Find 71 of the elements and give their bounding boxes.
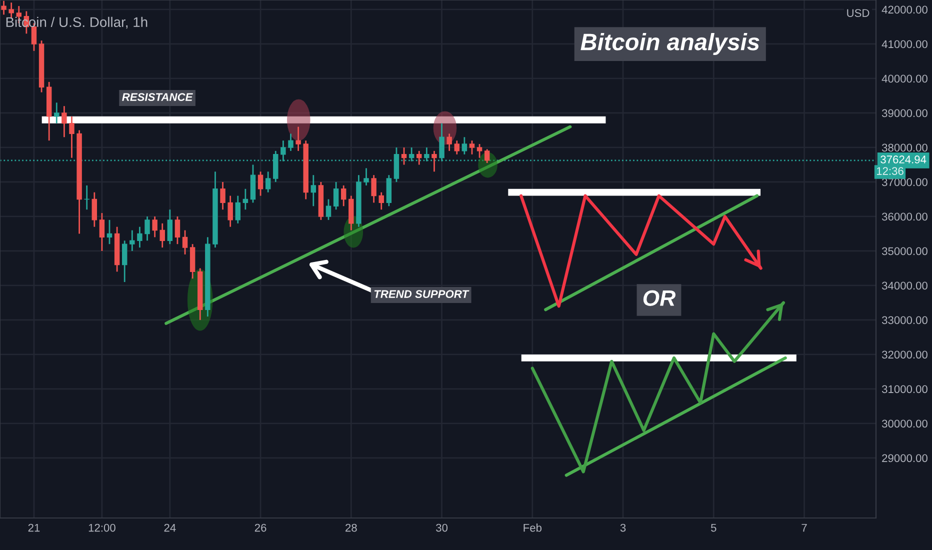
candlestick bbox=[160, 222, 165, 248]
x-tick-label: 3 bbox=[620, 524, 626, 532]
candlestick bbox=[1, 0, 6, 16]
candlestick bbox=[288, 132, 294, 152]
candlestick bbox=[242, 188, 248, 210]
annotation: RESISTANCE bbox=[122, 93, 193, 101]
candlestick bbox=[326, 198, 332, 221]
y-tick-label: 31000.00 bbox=[882, 385, 928, 394]
candlestick bbox=[469, 140, 475, 156]
candlestick bbox=[122, 240, 128, 283]
y-tick-label: 42000.00 bbox=[882, 6, 928, 14]
x-tick-label: 24 bbox=[164, 524, 176, 532]
candlestick bbox=[258, 170, 264, 196]
y-tick-label: 33000.00 bbox=[882, 316, 928, 324]
candlestick bbox=[144, 216, 150, 242]
candlestick bbox=[296, 126, 301, 152]
candlestick bbox=[99, 212, 105, 252]
candlestick bbox=[378, 192, 384, 210]
y-tick-label: 39000.00 bbox=[882, 109, 928, 118]
candlestick bbox=[371, 174, 376, 204]
candlestick bbox=[454, 140, 460, 156]
candlestick bbox=[92, 192, 98, 228]
y-tick-label: 32000.00 bbox=[882, 350, 928, 359]
y-tick-label: 41000.00 bbox=[882, 40, 928, 48]
candlestick bbox=[265, 170, 271, 194]
candlestick bbox=[69, 116, 74, 159]
y-tick-label: 38000.00 bbox=[882, 144, 928, 152]
candlestick bbox=[174, 216, 180, 245]
candlestick bbox=[364, 167, 369, 186]
x-tick-label: Feb bbox=[524, 524, 542, 532]
x-tick-label: 7 bbox=[802, 524, 807, 532]
y-tick-label: 30000.00 bbox=[882, 420, 928, 428]
ref-line-label: 37624.94 bbox=[880, 156, 926, 164]
y-tick-label: 35000.00 bbox=[882, 247, 928, 256]
y-tick-label: 40000.00 bbox=[882, 74, 928, 83]
x-tick-label: 30 bbox=[436, 524, 448, 532]
annotation: OR bbox=[643, 290, 676, 306]
y-tick-label: 37000.00 bbox=[882, 178, 928, 186]
candlestick bbox=[333, 181, 339, 210]
candlestick bbox=[152, 216, 158, 238]
candlestick bbox=[462, 136, 468, 156]
candlestick bbox=[182, 230, 188, 256]
candlestick bbox=[476, 143, 482, 159]
x-tick-label: 12:00 bbox=[88, 524, 116, 532]
x-tick-label: 21 bbox=[28, 524, 40, 532]
candlestick bbox=[446, 132, 452, 152]
candlestick bbox=[416, 150, 422, 166]
candlestick bbox=[137, 226, 142, 248]
y-tick-label: 34000.00 bbox=[882, 282, 928, 290]
annotation: TREND SUPPORT bbox=[374, 290, 470, 298]
candlestick bbox=[220, 181, 226, 210]
annotation: USD bbox=[847, 9, 870, 17]
candlestick bbox=[106, 219, 112, 245]
y-tick-label: 29000.00 bbox=[882, 454, 928, 462]
candlestick bbox=[310, 174, 316, 207]
x-tick-label: 28 bbox=[346, 524, 357, 532]
candlestick bbox=[484, 148, 490, 164]
candlestick bbox=[167, 208, 173, 245]
candlestick bbox=[62, 105, 67, 138]
candlestick bbox=[130, 230, 135, 252]
x-tick-label: 5 bbox=[710, 524, 716, 532]
candlestick bbox=[54, 102, 60, 124]
candlestick bbox=[235, 195, 240, 224]
candlestick bbox=[228, 195, 233, 228]
candlestick bbox=[401, 146, 407, 166]
candlestick bbox=[340, 184, 346, 207]
text: 12:36 bbox=[876, 167, 904, 175]
text: Bitcoin analysis bbox=[580, 33, 760, 56]
candlestick bbox=[432, 150, 437, 172]
y-tick-label: 36000.00 bbox=[882, 212, 928, 221]
x-tick-label: 26 bbox=[254, 524, 266, 532]
